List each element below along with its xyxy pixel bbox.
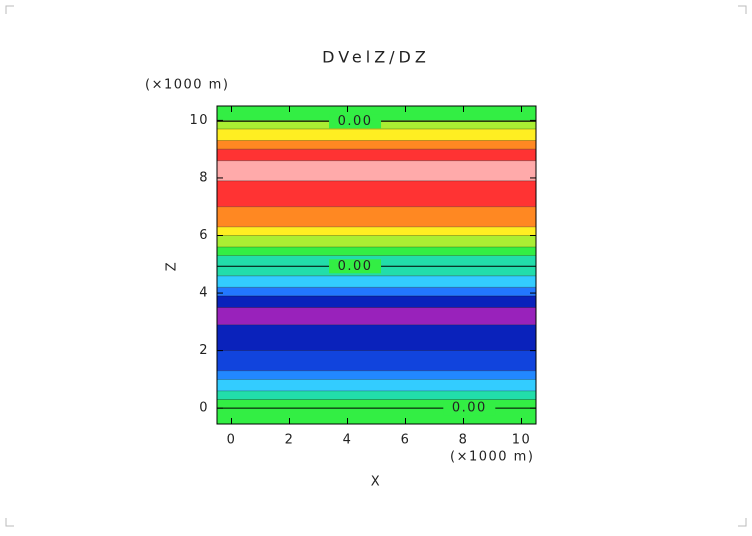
corner-marks — [5, 5, 747, 527]
contour-band — [217, 324, 536, 351]
x-tick-label: 6 — [401, 433, 411, 448]
chart-title: DVelZ/DZ — [322, 48, 430, 67]
y-tick-label: 10 — [189, 113, 209, 128]
y-tick-label: 8 — [199, 170, 209, 185]
contour-label-bg — [329, 114, 382, 129]
x-tick-label: 8 — [459, 433, 469, 448]
contour-band — [217, 149, 536, 161]
contour-band — [217, 226, 536, 236]
contour-band — [217, 206, 536, 227]
y-axis-label: Z — [165, 261, 180, 271]
contour-label: 0.00 — [452, 401, 487, 416]
contour-band — [217, 235, 536, 248]
y-tick-label: 0 — [199, 401, 209, 416]
contour-band — [217, 390, 536, 400]
contour-band — [217, 160, 536, 181]
y-tick-label: 4 — [199, 286, 209, 301]
y-tick-label: 6 — [199, 228, 209, 243]
x-tick-label: 0 — [227, 433, 237, 448]
y-unit: (×1000 m) — [145, 78, 229, 93]
contour-band — [217, 287, 536, 296]
contour-band — [217, 307, 536, 325]
contour-label: 0.00 — [338, 114, 373, 129]
contour-band — [217, 275, 536, 288]
plot-frame — [216, 105, 537, 425]
contour-band — [217, 180, 536, 207]
contour-band — [217, 379, 536, 391]
x-tick-label: 10 — [512, 433, 532, 448]
x-tick-label: 2 — [285, 433, 295, 448]
contour-band — [217, 140, 536, 150]
contour-label-bg — [443, 401, 496, 416]
x-axis-label: X — [371, 475, 381, 490]
contour-label-bg — [329, 259, 382, 274]
y-tick-label: 2 — [199, 343, 209, 358]
contour-band — [217, 129, 536, 141]
contour-band — [217, 106, 536, 121]
contour-band — [217, 295, 536, 308]
contour-band — [217, 350, 536, 371]
contour-band — [217, 370, 536, 380]
x-unit: (×1000 m) — [450, 450, 534, 465]
x-tick-label: 4 — [343, 433, 353, 448]
contour-band — [217, 247, 536, 256]
contour-label: 0.00 — [338, 259, 373, 274]
